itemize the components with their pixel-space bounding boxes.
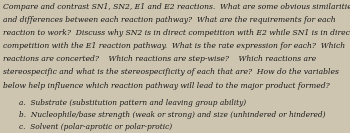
Text: c.  Solvent (polar-aprotic or polar-protic): c. Solvent (polar-aprotic or polar-proti… <box>19 123 172 131</box>
Text: below help influence which reaction pathway will lead to the major product forme: below help influence which reaction path… <box>3 82 330 90</box>
Text: stereospecific and what is the stereospecificity of each that are?  How do the v: stereospecific and what is the stereospe… <box>3 68 339 76</box>
Text: a.  Substrate (substitution pattern and leaving group ability): a. Substrate (substitution pattern and l… <box>19 99 246 107</box>
Text: reactions are concerted?    Which reactions are step-wise?    Which reactions ar: reactions are concerted? Which reactions… <box>3 55 316 63</box>
Text: and differences between each reaction pathway?  What are the requirements for ea: and differences between each reaction pa… <box>3 16 335 24</box>
Text: Compare and contrast SN1, SN2, E1 and E2 reactions.  What are some obvious simil: Compare and contrast SN1, SN2, E1 and E2… <box>3 3 350 11</box>
Text: reaction to work?  Discuss why SN2 is in direct competition with E2 while SN1 is: reaction to work? Discuss why SN2 is in … <box>3 29 350 37</box>
Text: b.  Nucleophile/base strength (weak or strong) and size (unhindered or hindered): b. Nucleophile/base strength (weak or st… <box>19 111 326 119</box>
Text: competition with the E1 reaction pathway.  What is the rate expression for each?: competition with the E1 reaction pathway… <box>3 42 345 50</box>
